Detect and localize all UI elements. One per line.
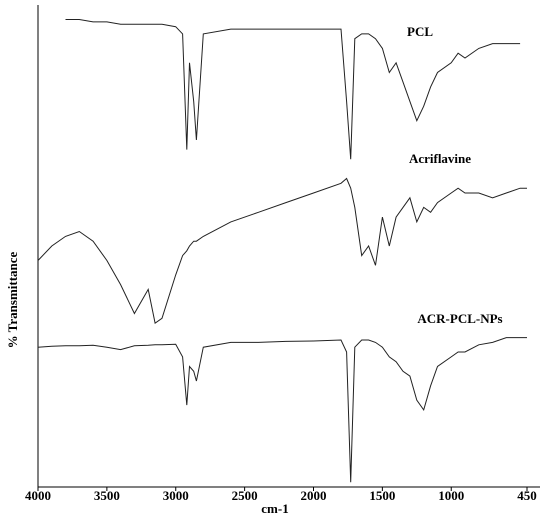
x-axis-title: cm-1 xyxy=(261,501,288,516)
y-axis-title: % Transmittance xyxy=(5,251,20,348)
series-label: PCL xyxy=(407,24,433,39)
series-label: Acriflavine xyxy=(409,151,471,166)
x-tick-label: 4000 xyxy=(25,488,51,503)
x-tick-label: 2000 xyxy=(300,488,326,503)
series-label: ACR-PCL-NPs xyxy=(417,311,502,326)
spectrum-line xyxy=(37,337,527,483)
x-tick-label: 1500 xyxy=(369,488,395,503)
x-tick-label: 450 xyxy=(517,488,537,503)
spectrum-line xyxy=(65,19,521,160)
x-tick-label: 3000 xyxy=(163,488,189,503)
x-tick-label: 3500 xyxy=(94,488,120,503)
x-tick-label: 2500 xyxy=(232,488,258,503)
spectrum-line xyxy=(37,177,527,324)
x-tick-label: 1000 xyxy=(438,488,464,503)
